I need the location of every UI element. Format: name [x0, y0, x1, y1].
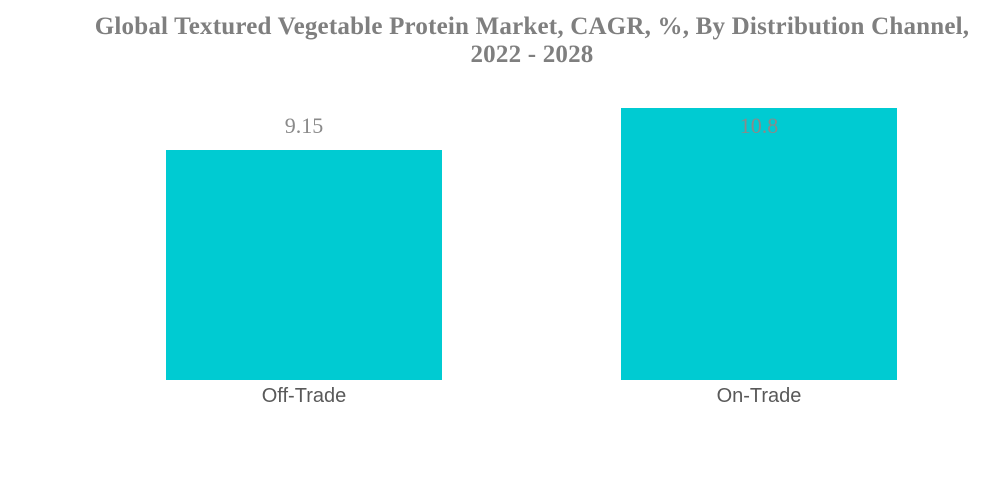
- bar-off-trade: [166, 150, 442, 380]
- value-label-off-trade: 9.15: [284, 113, 324, 138]
- bar-group-on-trade: 10.8 On-Trade: [621, 0, 897, 483]
- chart-title: Global Textured Vegetable Protein Market…: [64, 13, 1000, 69]
- category-label-on-trade: On-Trade: [716, 385, 802, 407]
- bar-on-trade: [621, 108, 897, 380]
- chart-title-line1: Global Textured Vegetable Protein Market…: [94, 13, 970, 40]
- category-label-off-trade: Off-Trade: [261, 385, 347, 407]
- value-label-on-trade: 10.8: [739, 113, 779, 138]
- bar-group-off-trade: 9.15 Off-Trade: [166, 0, 442, 483]
- chart-title-line2: 2022 - 2028: [470, 41, 594, 68]
